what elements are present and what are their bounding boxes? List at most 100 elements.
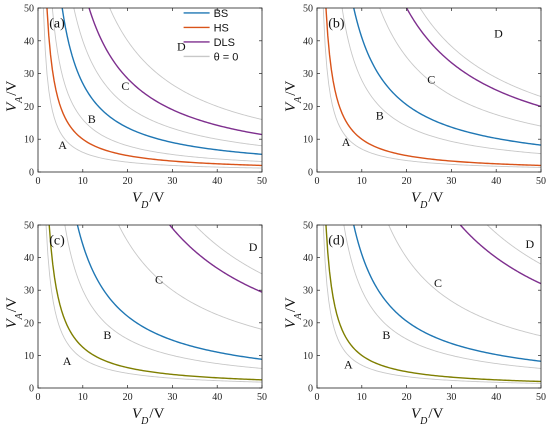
panel-b: 0 10 20 30 40 50 0 10 20 30 40 50 VD/V VA/V (b) A B C D [283, 4, 546, 211]
legend-label-hs: HS [214, 22, 229, 34]
theta0-curve-1 [42, 8, 262, 169]
x-axis-label: VD/V [411, 406, 444, 427]
axes-frame [316, 224, 542, 389]
y-tick-label: 50 [303, 221, 313, 232]
y-tick-label: 10 [24, 351, 34, 362]
series-hs-curve [48, 225, 262, 381]
region-label-c: C [155, 273, 163, 287]
x-tick-label: 30 [167, 176, 177, 187]
x-tick-label: 30 [167, 392, 177, 403]
y-tick-label: 0 [29, 168, 34, 179]
x-tick-label: 10 [357, 392, 367, 403]
y-tick-label: 20 [24, 318, 34, 329]
series-hs-curve [325, 8, 541, 167]
panel-label: (b) [328, 17, 345, 32]
theta0-curve-1 [322, 225, 541, 384]
x-tick-label: 10 [78, 176, 88, 187]
x-tick-label: 0 [36, 392, 41, 403]
x-tick-label: 50 [257, 176, 267, 187]
y-tick-label: 10 [303, 351, 313, 362]
axes-frame [37, 224, 263, 389]
region-label-a: A [342, 135, 351, 149]
y-tick-label: 40 [24, 36, 34, 47]
series-dls-curve [88, 8, 262, 136]
y-axis-label: VA/V [4, 297, 25, 328]
x-tick-label: 20 [402, 392, 412, 403]
x-tick-label: 50 [536, 392, 546, 403]
legend: BS HS DLS θ = 0 [183, 8, 238, 63]
panel-d: 0 10 20 30 40 50 0 10 20 30 40 50 VD/V VA/V (d) A B C D [283, 221, 546, 427]
y-tick-label: 0 [308, 384, 313, 395]
theta0-curve-3 [73, 8, 262, 147]
region-label-d: D [494, 27, 503, 41]
axes-frame [316, 7, 542, 173]
y-tick-label: 20 [303, 102, 313, 113]
y-tick-label: 30 [24, 69, 34, 80]
x-axis-label: VD/V [132, 406, 165, 427]
x-tick-label: 30 [446, 176, 456, 187]
y-tick-label: 0 [308, 168, 313, 179]
theta0-curve-3 [379, 8, 541, 127]
y-tick-label: 10 [303, 135, 313, 146]
theta0-curve-2 [64, 225, 262, 369]
theta0-curve-4 [419, 8, 541, 97]
panel-label: (c) [49, 234, 65, 249]
region-label-b: B [88, 112, 96, 126]
region-label-d: D [525, 237, 534, 251]
y-tick-label: 40 [303, 36, 313, 47]
region-label-c: C [427, 72, 435, 86]
y-tick-label: 50 [24, 4, 34, 15]
legend-label-bs: BS [214, 8, 229, 20]
theta0-curve-1 [45, 225, 262, 383]
region-label-b: B [376, 109, 384, 123]
theta0-curve-4 [194, 225, 262, 275]
x-tick-label: 0 [315, 176, 320, 187]
theta0-curve-3 [388, 225, 541, 337]
series-hs-curve [46, 8, 262, 167]
theta0-curve-3 [118, 225, 262, 330]
legend-label-dls: DLS [214, 37, 235, 49]
x-axis-label: VD/V [132, 190, 165, 211]
x-tick-label: 20 [123, 176, 133, 187]
y-tick-label: 30 [24, 286, 34, 297]
y-tick-label: 20 [24, 102, 34, 113]
x-tick-label: 40 [491, 392, 501, 403]
y-tick-label: 10 [24, 135, 34, 146]
x-tick-label: 40 [491, 176, 501, 187]
theta0-curve-2 [341, 8, 541, 155]
series-bs-curve [76, 225, 262, 361]
y-axis-label: VA/V [283, 297, 304, 328]
axes-frame [37, 7, 263, 173]
panel-a: 0 10 20 30 40 50 0 10 20 30 40 50 VD/V VA/V (a) A B C D BS H… [4, 4, 267, 211]
y-tick-label: 50 [303, 4, 313, 15]
theta0-curve-1 [322, 8, 541, 168]
series-dls-curve [405, 8, 541, 108]
series-dls-curve [459, 225, 541, 285]
region-label-a: A [58, 138, 67, 152]
panel-c: 0 10 20 30 40 50 0 10 20 30 40 50 VD/V VA/V (c) A B C D [4, 221, 267, 427]
x-axis-label: VD/V [411, 190, 444, 211]
series-hs-curve [325, 225, 541, 383]
panel-label: (d) [328, 234, 345, 249]
y-axis-label: VA/V [4, 81, 25, 112]
x-tick-label: 50 [536, 176, 546, 187]
series-bs-curve [353, 225, 541, 362]
x-tick-label: 50 [257, 392, 267, 403]
y-axis-label: VA/V [283, 81, 304, 112]
x-tick-label: 10 [357, 176, 367, 187]
y-tick-label: 30 [303, 286, 313, 297]
panel-label: (a) [49, 17, 65, 32]
y-tick-label: 40 [303, 253, 313, 264]
x-tick-label: 0 [315, 392, 320, 403]
series-dls-curve [169, 225, 262, 293]
y-tick-label: 40 [24, 253, 34, 264]
region-label-a: A [344, 357, 353, 371]
y-tick-label: 30 [303, 69, 313, 80]
x-tick-label: 30 [446, 392, 456, 403]
x-tick-label: 20 [123, 392, 133, 403]
region-label-a: A [63, 354, 72, 368]
region-label-d: D [177, 40, 186, 54]
theta0-curve-2 [343, 225, 541, 369]
x-tick-label: 40 [212, 176, 222, 187]
